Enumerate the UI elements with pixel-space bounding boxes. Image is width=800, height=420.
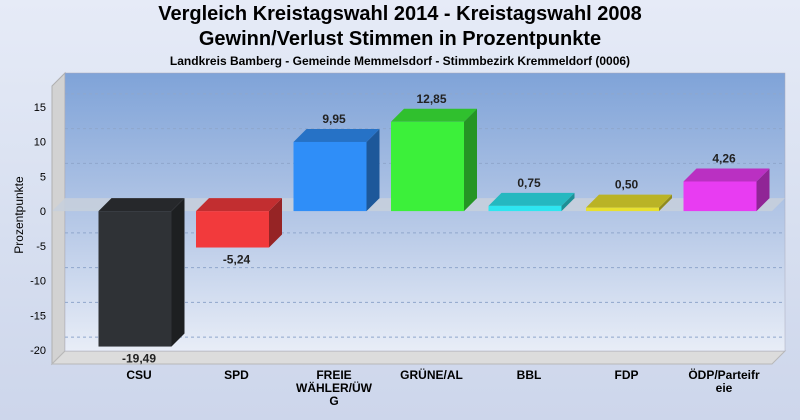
bar-5 (488, 205, 562, 212)
value-label: 0,50 (615, 178, 639, 192)
x-tick-label: WÄHLER/ÜW (296, 380, 373, 395)
x-tick-label: eie (716, 381, 733, 395)
bar-side (269, 198, 282, 248)
bar-6 (586, 207, 659, 212)
bar-1 (98, 211, 172, 347)
bar-top (196, 198, 282, 212)
bar-side (561, 192, 575, 212)
bar-top (683, 168, 770, 182)
value-label: -19,49 (122, 352, 156, 366)
y-tick-label: -10 (30, 276, 46, 288)
y-tick-label: 15 (34, 102, 46, 114)
x-tick-label: FDP (615, 368, 639, 382)
y-tick-label: 10 (34, 137, 46, 149)
y-tick-label: -20 (30, 345, 46, 357)
plot-floor (50, 350, 787, 365)
bar-top (586, 194, 672, 208)
value-label: 4,26 (712, 151, 736, 165)
value-label: 9,95 (322, 112, 346, 126)
value-label: -5,24 (223, 253, 251, 267)
bar-top (488, 192, 575, 206)
bar-side (659, 194, 672, 212)
bar-4 (391, 121, 464, 212)
bar-top (98, 198, 185, 212)
x-tick-label: G (329, 394, 338, 408)
x-tick-label: CSU (126, 368, 151, 382)
bar-side (464, 108, 477, 212)
bar-3 (293, 141, 367, 212)
bar-side (171, 198, 185, 347)
x-tick-label: GRÜNE/AL (400, 367, 463, 382)
value-label: 12,85 (416, 92, 446, 106)
chart-subtitle: Landkreis Bamberg - Gemeinde Memmelsdorf… (169, 54, 631, 68)
x-tick-label: BBL (517, 368, 542, 382)
bar-side (756, 168, 770, 212)
bar-side (366, 128, 380, 212)
x-tick-label: SPD (224, 368, 249, 382)
x-tick-label: ÖDP/Parteifr (688, 367, 760, 382)
chart-title-line2: Gewinn/Verlust Stimmen in Prozentpunkte (198, 28, 602, 50)
bar-2 (196, 211, 269, 248)
y-tick-label: -5 (36, 241, 46, 253)
chart-title: Vergleich Kreistagswahl 2014 - Kreistags… (158, 3, 642, 25)
y-tick-label: 0 (40, 206, 46, 218)
bar-top (391, 108, 477, 122)
value-label: 0,75 (517, 176, 541, 190)
plot-side-wall (51, 71, 66, 366)
y-tick-label: 5 (40, 171, 46, 183)
y-tick-label: -15 (30, 310, 46, 322)
bar-7 (683, 181, 757, 212)
bar-top (293, 128, 380, 142)
x-tick-label: FREIE (316, 368, 351, 382)
